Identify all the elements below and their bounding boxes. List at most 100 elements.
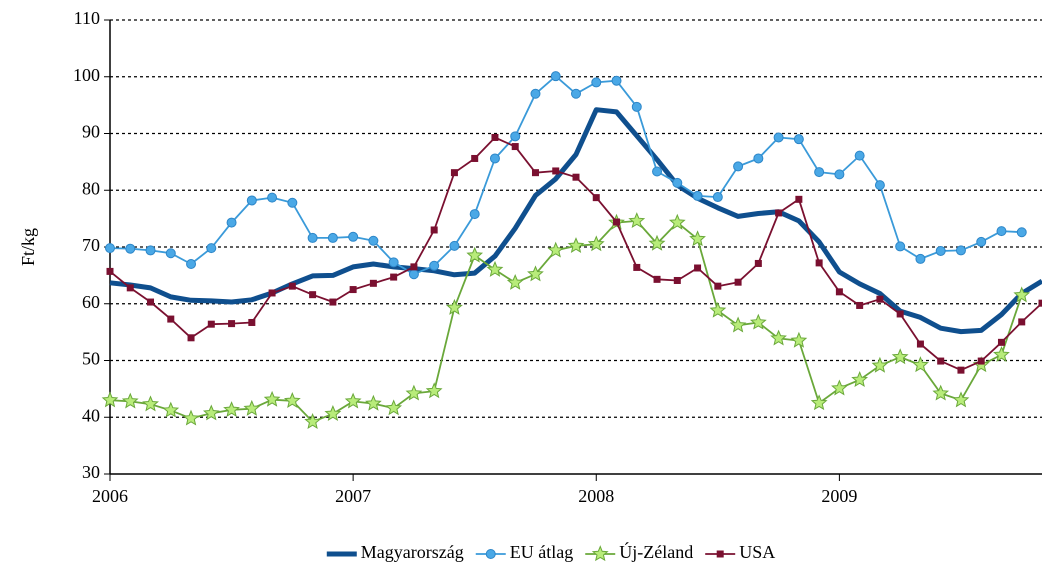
marker	[631, 101, 642, 112]
marker	[976, 236, 987, 247]
marker	[446, 298, 463, 315]
y-tick-label: 80	[82, 178, 100, 198]
marker	[709, 301, 727, 318]
marker	[895, 241, 906, 252]
marker	[228, 320, 236, 328]
y-tick-label: 110	[74, 8, 100, 28]
marker	[530, 88, 541, 99]
marker	[734, 278, 742, 286]
marker	[587, 235, 605, 252]
marker	[369, 279, 377, 287]
marker	[267, 192, 278, 203]
marker	[327, 232, 338, 243]
y-tick-label: 100	[73, 65, 100, 85]
marker	[567, 237, 585, 253]
series-line	[109, 107, 1042, 335]
marker	[531, 169, 539, 177]
marker	[1018, 318, 1026, 326]
marker	[613, 218, 621, 226]
y-tick-label: 60	[82, 292, 100, 312]
marker	[611, 75, 622, 86]
marker	[506, 274, 524, 290]
legend-label: EU átlag	[510, 542, 573, 562]
marker	[692, 190, 703, 201]
x-tick-label: 2009	[821, 486, 857, 506]
marker	[937, 357, 945, 365]
marker	[628, 212, 646, 229]
marker	[814, 167, 825, 178]
marker	[344, 392, 362, 409]
marker	[206, 243, 217, 254]
marker	[430, 226, 438, 234]
marker	[309, 291, 317, 299]
marker	[388, 257, 399, 268]
marker	[105, 243, 115, 254]
y-tick-label: 40	[82, 405, 100, 425]
marker	[207, 320, 215, 328]
marker	[469, 209, 480, 220]
marker	[165, 248, 176, 259]
marker	[795, 195, 803, 203]
marker	[653, 275, 661, 283]
marker	[712, 192, 723, 203]
marker	[223, 401, 240, 417]
legend-label: Magyarország	[361, 542, 464, 562]
marker	[790, 331, 808, 348]
marker	[891, 348, 909, 365]
marker	[147, 298, 155, 306]
marker	[896, 310, 904, 318]
y-tick-label: 70	[82, 235, 100, 255]
marker	[547, 241, 565, 258]
marker	[876, 295, 884, 303]
marker	[996, 226, 1007, 237]
marker	[226, 217, 237, 228]
marker	[243, 399, 261, 416]
marker	[106, 267, 114, 275]
marker	[648, 234, 666, 251]
marker	[955, 245, 966, 256]
marker	[952, 391, 970, 408]
marker	[283, 391, 301, 408]
marker	[263, 390, 281, 407]
marker	[689, 230, 706, 247]
marker	[550, 71, 561, 82]
marker	[815, 259, 823, 267]
marker	[425, 382, 443, 399]
marker	[405, 384, 423, 401]
marker	[770, 329, 787, 346]
x-tick-label: 2006	[92, 486, 128, 506]
marker	[349, 286, 357, 294]
marker	[592, 194, 600, 202]
marker	[187, 334, 195, 342]
marker	[591, 545, 609, 562]
marker	[101, 391, 119, 408]
marker	[673, 276, 681, 284]
marker	[471, 154, 479, 162]
marker	[511, 143, 519, 151]
marker	[142, 395, 159, 412]
marker	[851, 370, 869, 387]
marker	[834, 169, 845, 180]
x-tick-label: 2007	[335, 486, 371, 506]
x-tick-label: 2008	[578, 486, 614, 506]
marker	[694, 264, 702, 272]
marker	[775, 209, 783, 217]
marker	[633, 263, 641, 271]
marker	[733, 161, 744, 172]
marker	[485, 549, 496, 559]
marker	[716, 550, 724, 558]
marker	[1016, 227, 1027, 238]
marker	[182, 409, 200, 426]
marker	[571, 88, 581, 99]
marker	[1038, 299, 1042, 307]
marker	[489, 153, 500, 164]
marker	[348, 231, 359, 242]
marker	[288, 282, 296, 290]
marker	[977, 357, 985, 365]
marker	[125, 243, 136, 254]
series-line	[109, 220, 1023, 423]
marker	[856, 301, 864, 309]
marker	[491, 133, 499, 141]
marker	[932, 384, 950, 401]
